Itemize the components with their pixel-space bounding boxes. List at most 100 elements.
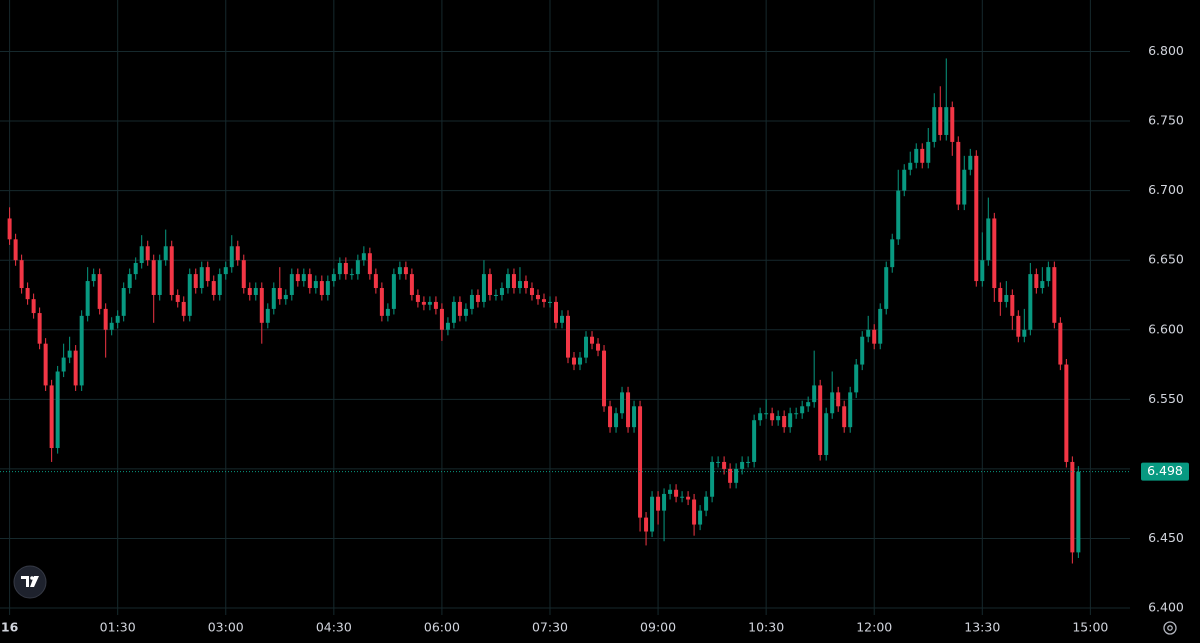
candle-body [1034,274,1039,289]
x-tick-label: 09:00 [640,620,676,635]
candle-body [289,274,294,295]
candle-body [331,274,336,282]
candle-body [836,392,841,407]
candle-body [253,288,258,295]
candle-body [674,489,679,497]
candle-body [193,274,198,289]
candle-body [319,281,324,295]
candle-body [860,336,865,365]
candle-body [559,315,564,323]
candle-body [794,413,799,415]
candle-body [890,239,895,268]
candle-body [55,371,60,449]
candle-body [782,416,787,428]
candle-body [584,336,589,358]
candle-body [1046,267,1051,282]
candle-body [313,281,318,289]
candle-body [932,107,937,142]
candle-body [211,281,216,295]
candle-body [974,155,979,282]
candle-body [265,308,270,323]
candle-body [914,148,919,163]
candle-body [469,294,474,309]
candle-body [824,413,829,455]
candle-body [505,274,510,289]
candle-body [926,141,931,163]
candle-body [283,294,288,300]
candle-body [487,274,492,295]
candle-body [944,107,949,135]
candle-body [728,468,733,483]
candle-body [157,260,162,295]
candle-body [1016,315,1021,337]
candle-body [127,274,132,289]
candle-body [650,496,655,532]
candle-body [13,239,18,261]
candle-body [307,274,312,289]
candle-body [85,281,90,316]
candle-body [523,281,528,289]
candle-body [1010,294,1015,316]
candle-body [1076,471,1081,553]
x-tick-label: 10:30 [748,620,784,635]
y-tick-label: 6.750 [1148,113,1184,128]
candle-body [7,218,12,240]
y-tick-label: 6.700 [1148,182,1184,197]
candle-body [830,392,835,414]
candle-body [451,301,456,323]
candle-body [620,392,625,414]
settings-button[interactable] [1163,621,1177,635]
y-tick-label: 6.450 [1148,530,1184,545]
candle-body [1070,461,1075,553]
candle-body [992,218,997,289]
logo-glyph [21,576,29,587]
candle-body [902,169,907,191]
candle-body [355,260,360,275]
candle-body [187,274,192,316]
x-tick-label: 13:30 [964,620,1000,635]
candle-body [680,496,685,498]
candle-body [433,301,438,309]
candle-body [842,406,847,428]
candle-body [109,322,114,330]
candle-body [235,246,240,261]
candle-body [668,489,673,494]
candle-body [806,402,811,407]
candle-body [854,364,859,393]
candle-body [19,260,24,289]
candle-body [692,499,697,525]
candle-body [367,253,372,275]
y-tick-label: 6.650 [1148,252,1184,267]
axes: 6.4006.4506.5006.5506.6006.6506.7006.750… [1,43,1189,635]
candle-body [638,406,643,518]
candle-body [553,301,558,323]
candle-body [1064,364,1069,462]
candle-body [956,141,961,205]
candle-body [878,308,883,344]
candle-body [938,107,943,135]
candle-body [535,294,540,300]
last-price-label: 6.498 [1147,463,1183,478]
candle-body [746,461,751,463]
candle-body [566,315,571,358]
y-tick-label: 6.550 [1148,391,1184,406]
logo-badge[interactable] [13,565,47,599]
candle-body [788,413,793,428]
candle-body [241,260,246,289]
candle-body [1040,281,1045,289]
candle-body [511,274,516,289]
candle-body [37,313,42,344]
settings-icon[interactable] [1163,621,1177,635]
candle-body [920,148,925,163]
candle-body [385,308,390,316]
candle-body [776,416,781,421]
candle-body [572,357,577,365]
candle-body [139,246,144,263]
logo[interactable] [13,565,47,599]
candle-body [409,274,414,295]
candle-body [175,294,180,302]
candle-body [199,267,204,289]
candle-body [229,246,234,268]
candle-body [626,392,631,428]
candle-body [373,274,378,289]
